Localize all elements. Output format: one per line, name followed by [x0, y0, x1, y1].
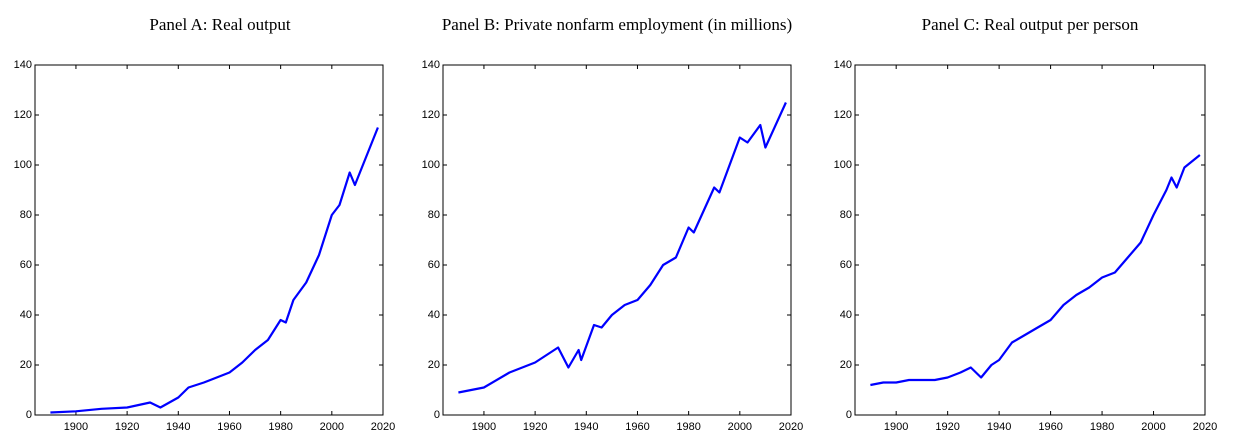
x-tick-label: 1960 [217, 421, 241, 433]
data-line [50, 127, 379, 414]
y-tick-label: 20 [428, 359, 440, 371]
y-tick-label: 0 [434, 409, 440, 421]
y-tick-label: 120 [834, 109, 852, 121]
x-tick-label: 2000 [728, 421, 752, 433]
panel-title: Panel B: Private nonfarm employment (in … [441, 15, 793, 34]
x-tick-label: 1960 [625, 421, 649, 433]
x-tick-label: 2020 [779, 421, 803, 433]
y-tick-label: 120 [14, 109, 32, 121]
y-tick-label: 0 [846, 409, 852, 421]
y-tick-label: 140 [14, 59, 32, 71]
panel-title: Panel A: Real output [149, 15, 291, 34]
data-line [458, 102, 787, 394]
x-tick-label: 2000 [320, 421, 344, 433]
y-tick-label: 0 [26, 409, 32, 421]
y-tick-label: 60 [20, 259, 32, 271]
y-tick-label: 80 [840, 209, 852, 221]
x-tick-label: 2020 [371, 421, 395, 433]
x-tick-label: 1960 [1038, 421, 1062, 433]
y-tick-label: 100 [14, 159, 32, 171]
axes-frame [442, 64, 792, 416]
x-tick-label: 1980 [268, 421, 292, 433]
y-tick-label: 40 [428, 309, 440, 321]
y-tick-label: 80 [428, 209, 440, 221]
x-tick-label: 1900 [884, 421, 908, 433]
x-tick-label: 2020 [1193, 421, 1217, 433]
y-tick-label: 40 [20, 309, 32, 321]
y-tick-label: 60 [428, 259, 440, 271]
data-line [870, 154, 1201, 387]
y-tick-label: 100 [422, 159, 440, 171]
y-tick-label: 20 [840, 359, 852, 371]
x-tick-label: 1980 [676, 421, 700, 433]
x-tick-label: 1980 [1090, 421, 1114, 433]
x-tick-label: 1900 [64, 421, 88, 433]
y-tick-label: 20 [20, 359, 32, 371]
x-tick-label: 1920 [523, 421, 547, 433]
x-tick-label: 1940 [574, 421, 598, 433]
x-tick-label: 1920 [935, 421, 959, 433]
y-tick-label: 100 [834, 159, 852, 171]
y-tick-label: 140 [422, 59, 440, 71]
axes-frame [34, 64, 384, 416]
y-tick-label: 60 [840, 259, 852, 271]
y-tick-label: 40 [840, 309, 852, 321]
x-tick-label: 1920 [115, 421, 139, 433]
axes-frame [854, 64, 1206, 416]
x-tick-label: 1940 [987, 421, 1011, 433]
panel-title: Panel C: Real output per person [921, 15, 1139, 34]
y-tick-label: 120 [422, 109, 440, 121]
x-tick-label: 1900 [472, 421, 496, 433]
x-tick-label: 1940 [166, 421, 190, 433]
x-tick-label: 2000 [1141, 421, 1165, 433]
y-tick-label: 80 [20, 209, 32, 221]
y-tick-label: 140 [834, 59, 852, 71]
